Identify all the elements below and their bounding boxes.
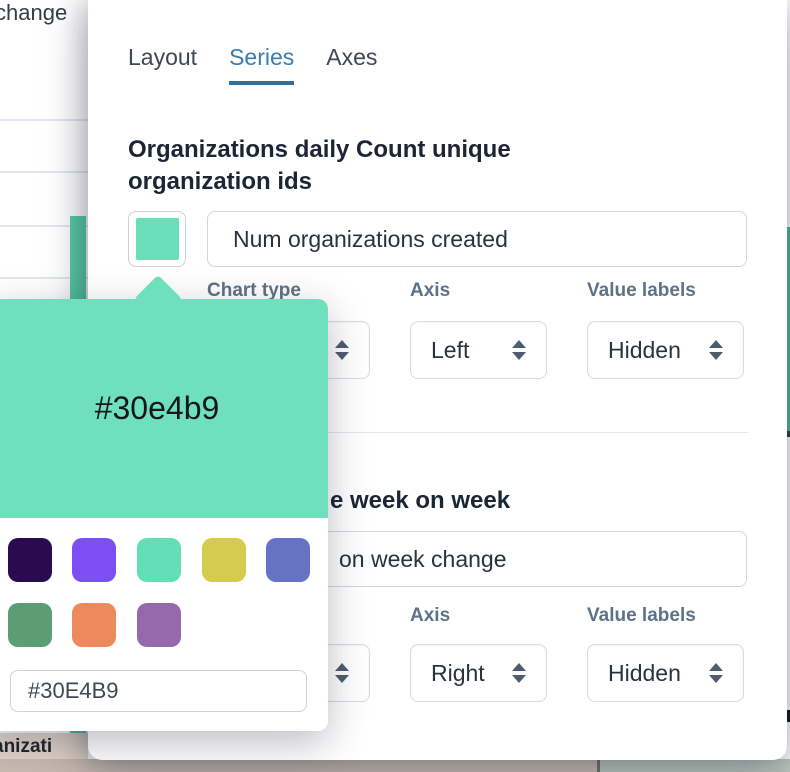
section-divider: [128, 432, 748, 433]
dropdown-value: Right: [431, 659, 485, 686]
series-2-heading: e week on week: [330, 487, 511, 514]
background-gridline: [0, 225, 88, 227]
background-table-row: [0, 759, 597, 772]
selected-color-preview: #30e4b9: [0, 299, 328, 518]
palette-swatch[interactable]: [8, 603, 52, 647]
palette-swatch[interactable]: [137, 603, 181, 647]
palette-swatch[interactable]: [8, 538, 52, 582]
series-1-color-swatch: [135, 218, 179, 260]
background-gridline: [0, 119, 88, 121]
background-table-header-text: anizati: [0, 736, 53, 757]
series-1-color-swatch-button[interactable]: [128, 211, 186, 267]
up-down-arrows-icon: [512, 663, 526, 683]
tab-series[interactable]: Series: [229, 44, 295, 85]
up-down-arrows-icon: [512, 340, 526, 360]
dropdown-value: Left: [431, 336, 470, 363]
palette-swatch[interactable]: [202, 538, 246, 582]
tab-bar: Layout Series Axes: [128, 44, 377, 85]
background-gridline: [0, 277, 88, 279]
background-gridline: [0, 171, 88, 173]
up-down-arrows-icon: [709, 340, 723, 360]
up-down-arrows-icon: [335, 340, 349, 360]
series-1-axis-dropdown[interactable]: Left: [410, 321, 547, 379]
tab-layout[interactable]: Layout: [128, 44, 198, 70]
background-table-column-divider: [597, 759, 600, 772]
dropdown-value: Hidden: [608, 336, 681, 363]
background-axis-line: [786, 431, 790, 437]
background-chart-title: change: [0, 0, 68, 25]
series-2-axis-dropdown[interactable]: Right: [410, 644, 547, 702]
series-2-value-labels-dropdown[interactable]: Hidden: [587, 644, 744, 702]
up-down-arrows-icon: [335, 663, 349, 683]
up-down-arrows-icon: [709, 663, 723, 683]
palette-swatch[interactable]: [72, 603, 116, 647]
axis-label: Axis: [410, 280, 451, 301]
axis-label: Axis: [410, 605, 451, 626]
series-1-heading: Organizations daily Count unique organiz…: [128, 136, 511, 195]
value-labels-label: Value labels: [587, 280, 696, 301]
dropdown-value: Hidden: [608, 659, 681, 686]
chart-type-label: Chart type: [207, 280, 301, 301]
palette-swatch[interactable]: [137, 538, 181, 582]
background-table-cell: [600, 759, 790, 772]
background-axis-label: [786, 710, 790, 722]
background-chart-bar-right: [786, 227, 790, 433]
tab-axes[interactable]: Axes: [326, 44, 378, 70]
series-1-value-labels-dropdown[interactable]: Hidden: [587, 321, 744, 379]
background-table-header: anizati: [0, 733, 88, 760]
series-1-name-input[interactable]: [207, 211, 747, 267]
hex-color-input[interactable]: [10, 670, 307, 712]
palette-swatch[interactable]: [266, 538, 310, 582]
selected-color-hex-label: #30e4b9: [94, 390, 220, 426]
color-picker-popover: #30e4b9: [0, 274, 328, 731]
palette-swatch[interactable]: [72, 538, 116, 582]
value-labels-label: Value labels: [587, 605, 696, 626]
